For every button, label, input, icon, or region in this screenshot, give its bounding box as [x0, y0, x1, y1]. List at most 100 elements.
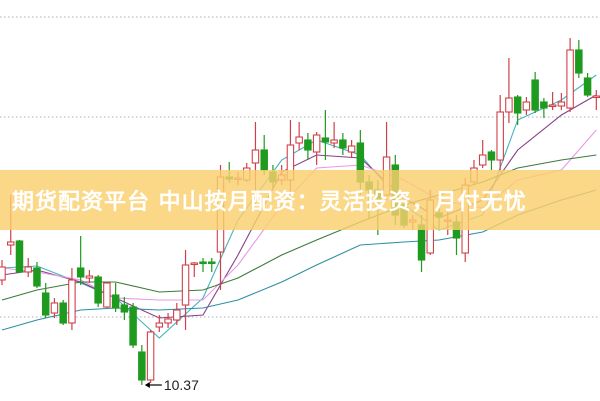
candle-down	[321, 110, 330, 160]
candle-body	[50, 302, 59, 314]
candle-body	[208, 261, 216, 265]
candle-down	[59, 300, 67, 325]
candle-up	[592, 90, 600, 110]
candle-body	[557, 101, 566, 107]
candle-up	[164, 313, 172, 328]
candle-up	[68, 268, 76, 330]
candle-up	[330, 122, 338, 148]
candle-up	[173, 303, 181, 325]
candle-body	[76, 267, 85, 278]
candle-body	[24, 266, 32, 273]
candle-body	[548, 104, 557, 108]
candle-up	[295, 122, 303, 150]
candle-up	[103, 282, 111, 308]
candle-body	[103, 282, 111, 308]
candle-up	[478, 140, 487, 168]
candle-body	[173, 309, 181, 321]
candle-body	[304, 139, 312, 151]
candle-body	[120, 304, 129, 313]
banner-title: 期货配资平台 中山按月配资：灵活投资，月付无忧	[12, 190, 527, 215]
candle-up	[190, 262, 199, 277]
candle-down	[138, 345, 146, 385]
candle-down	[111, 283, 120, 312]
annotation-arrow-head	[144, 382, 150, 388]
candle-body	[164, 318, 172, 324]
candle-body	[496, 111, 504, 161]
candle-body	[146, 331, 155, 381]
candle-body	[181, 264, 190, 306]
candle-up	[496, 95, 504, 172]
candle-body	[260, 149, 268, 171]
candle-body	[138, 351, 146, 381]
candle-up	[181, 250, 190, 330]
candle-up	[505, 58, 513, 123]
candle-body	[33, 267, 41, 287]
candle-body	[155, 322, 164, 328]
candle-body	[583, 77, 592, 96]
candle-body	[592, 95, 600, 99]
candle-up	[557, 93, 566, 110]
candle-up	[155, 315, 164, 332]
candle-down	[41, 283, 50, 318]
candle-body	[41, 292, 50, 316]
candle-down	[33, 262, 41, 288]
candle-body	[487, 151, 496, 161]
candle-up	[522, 97, 531, 115]
candle-up	[566, 38, 574, 112]
title-banner: 期货配资平台 中山按月配资：灵活投资，月付无忧	[0, 170, 600, 230]
candle-body	[251, 149, 260, 164]
candle-down	[339, 133, 347, 155]
candle-body	[321, 137, 330, 143]
low-annotation: 10.37	[144, 377, 199, 393]
candle-up	[0, 260, 6, 285]
candle-body	[522, 101, 531, 111]
annotation-label: 10.37	[164, 377, 199, 393]
candle-down	[583, 73, 592, 97]
candle-body	[59, 302, 67, 324]
candle-body	[478, 154, 487, 166]
candle-body	[339, 139, 347, 149]
candle-body	[129, 306, 137, 346]
candle-body	[540, 101, 548, 109]
candle-up	[548, 92, 557, 110]
candle-body	[68, 279, 76, 324]
candle-body	[190, 262, 199, 266]
candle-down	[208, 258, 216, 272]
candle-body	[6, 241, 15, 246]
candle-down	[94, 275, 102, 307]
candle-down	[120, 297, 129, 320]
candle-down	[304, 133, 312, 160]
candle-up	[146, 330, 155, 383]
candle-body	[94, 276, 102, 304]
candle-down	[513, 95, 522, 125]
candle-body	[505, 97, 513, 113]
candle-body	[513, 96, 522, 114]
candle-body	[111, 294, 120, 309]
candle-up	[85, 270, 94, 283]
candle-down	[199, 258, 207, 272]
candle-up	[50, 298, 59, 318]
candle-up	[312, 132, 321, 165]
candle-body	[347, 145, 356, 153]
candle-body	[566, 49, 574, 109]
candle-body	[0, 266, 6, 281]
candle-down	[76, 236, 85, 285]
candle-body	[531, 79, 539, 111]
candle-body	[330, 139, 338, 144]
candle-body	[575, 49, 583, 74]
candle-down	[129, 303, 137, 348]
candle-down	[260, 135, 268, 175]
candle-up	[347, 140, 356, 158]
candle-up	[24, 258, 32, 277]
candle-down	[487, 150, 496, 170]
candle-down	[15, 240, 24, 273]
candle-body	[295, 136, 303, 144]
candle-body	[312, 134, 321, 153]
candle-down	[540, 98, 548, 118]
candle-body	[199, 261, 207, 265]
candle-down	[531, 72, 539, 113]
candle-body	[417, 224, 426, 261]
candle-down	[575, 40, 583, 78]
candle-body	[15, 240, 24, 273]
